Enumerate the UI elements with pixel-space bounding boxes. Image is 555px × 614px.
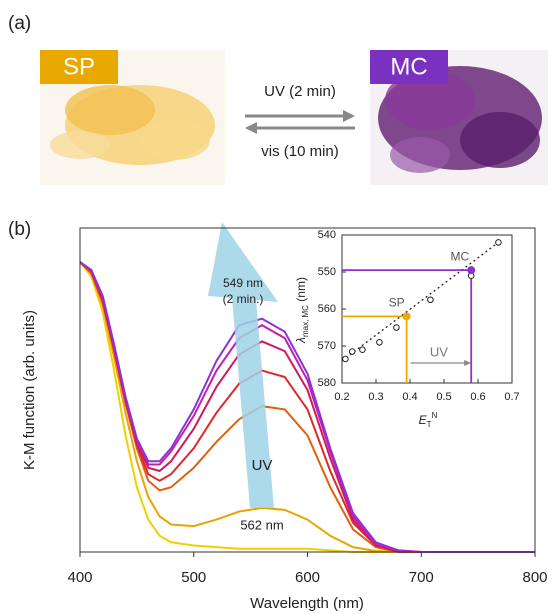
uv-arrow-head [464, 360, 472, 366]
mc-tag: MC [390, 53, 427, 80]
inset-frame [341, 234, 513, 384]
point [348, 348, 356, 355]
point [495, 239, 502, 246]
sp-photo [40, 50, 225, 185]
x-axis-label: Wavelength (nm) [250, 595, 364, 612]
x-tick-label: 500 [181, 569, 206, 586]
x-tick-label: 700 [409, 569, 434, 586]
mc-tag-box [370, 50, 448, 84]
highlight-label: MC [451, 249, 470, 263]
inset-y-label: λmax, MC (nm) [294, 277, 310, 344]
inset-x-label: ETN [419, 411, 438, 429]
y-tick-label: 580 [318, 377, 336, 389]
highlight-point [402, 312, 411, 321]
x-tick-label: 0.6 [470, 391, 485, 403]
forward-label: UV (2 min) [264, 83, 336, 100]
sp-tag-box [40, 50, 118, 84]
x-tick-label: 0.4 [402, 391, 417, 403]
highlight-point [467, 266, 476, 275]
annotation: 562 nm [240, 517, 283, 532]
x-tick-label: 0.5 [436, 391, 451, 403]
point [427, 296, 434, 304]
point [376, 339, 383, 346]
point [393, 324, 400, 331]
panel-label: (b) [8, 219, 31, 240]
x-tick-label: 800 [522, 569, 547, 586]
annotation: 549 nm [223, 276, 263, 290]
panel-label: (a) [8, 13, 31, 34]
sp-tag: SP [63, 53, 95, 80]
y-tick-label: 560 [318, 303, 336, 315]
annotation: UV [252, 457, 273, 474]
uv-label: UV [430, 344, 448, 359]
point [359, 346, 366, 354]
x-tick-label: 0.3 [368, 391, 383, 403]
x-tick-label: 0.7 [504, 391, 519, 403]
point [342, 355, 349, 363]
x-tick-label: 0.2 [334, 391, 349, 403]
y-axis-label: K-M function (arb. units) [21, 310, 38, 470]
y-tick-label: 540 [318, 229, 336, 241]
x-tick-label: 400 [67, 569, 92, 586]
reaction-arrows [245, 110, 355, 134]
annotation: (2 min.) [223, 292, 264, 306]
spectrum-line [79, 261, 535, 553]
highlight-label: SP [389, 296, 405, 310]
y-tick-label: 570 [318, 340, 336, 352]
y-tick-label: 550 [318, 266, 336, 278]
uv-arrow [208, 222, 278, 508]
x-tick-label: 600 [295, 569, 320, 586]
backward-label: vis (10 min) [261, 143, 339, 160]
